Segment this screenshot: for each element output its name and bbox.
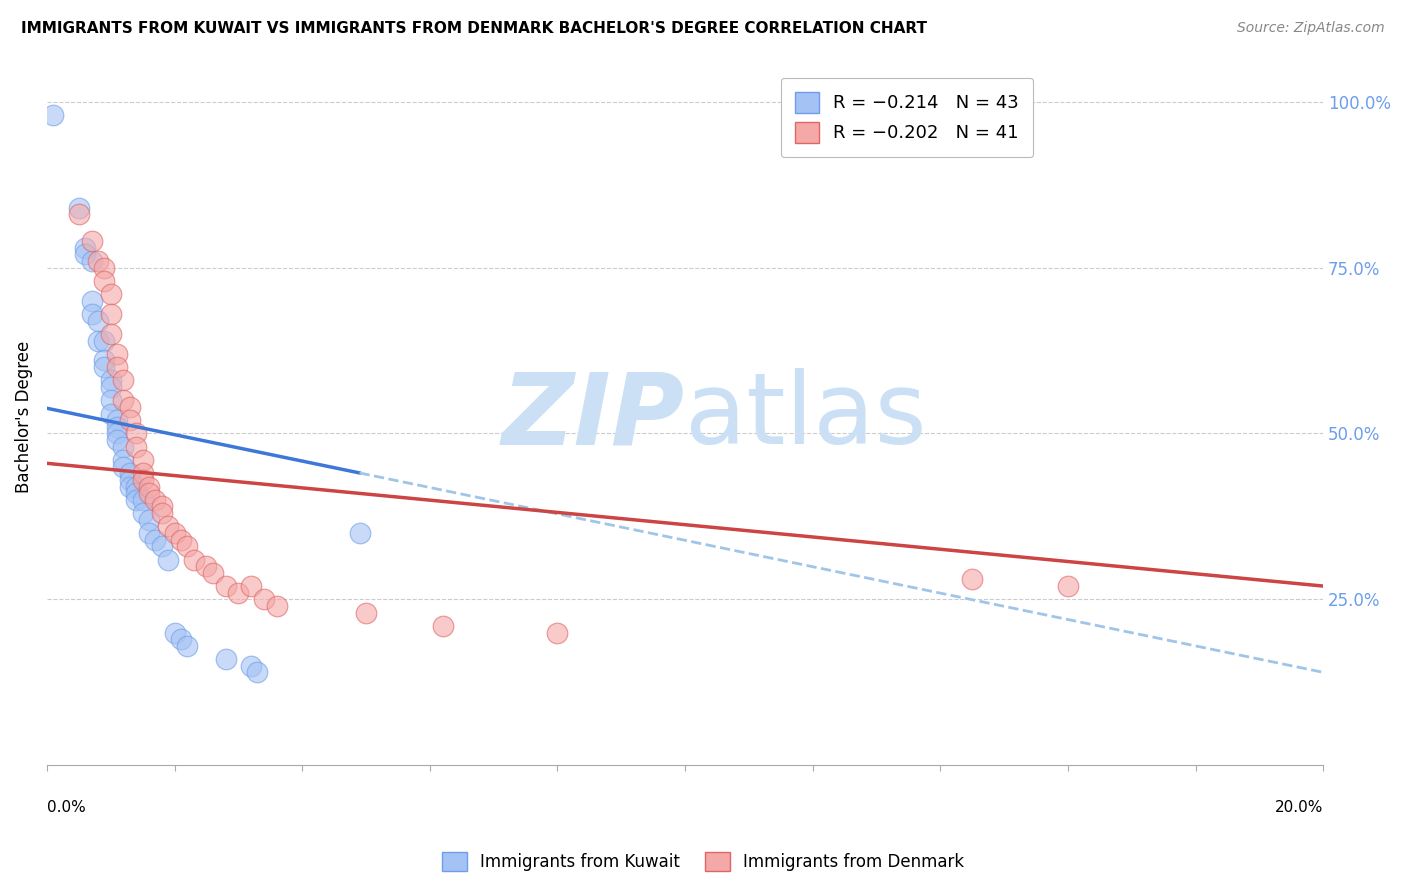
Point <box>138 526 160 541</box>
Point <box>131 492 153 507</box>
Point <box>131 453 153 467</box>
Point <box>170 533 193 547</box>
Point <box>75 247 97 261</box>
Point <box>546 625 568 640</box>
Point <box>87 313 110 327</box>
Point <box>125 426 148 441</box>
Point <box>246 665 269 680</box>
Point <box>80 293 103 308</box>
Point <box>176 639 198 653</box>
Point <box>118 413 141 427</box>
Point <box>163 526 186 541</box>
Point <box>145 533 167 547</box>
Point <box>100 326 122 341</box>
Text: ZIP: ZIP <box>502 368 685 466</box>
Point <box>960 573 983 587</box>
Point <box>100 287 122 301</box>
Point <box>131 467 153 481</box>
Point <box>240 658 263 673</box>
Text: 20.0%: 20.0% <box>1275 800 1323 815</box>
Point <box>214 652 236 666</box>
Point <box>105 433 128 447</box>
Legend: R = −0.214   N = 43, R = −0.202   N = 41: R = −0.214 N = 43, R = −0.202 N = 41 <box>780 78 1033 157</box>
Point <box>87 334 110 348</box>
Text: Source: ZipAtlas.com: Source: ZipAtlas.com <box>1237 21 1385 35</box>
Point <box>67 201 90 215</box>
Point <box>195 559 218 574</box>
Point <box>131 506 153 520</box>
Point <box>125 440 148 454</box>
Point <box>138 486 160 500</box>
Point <box>75 241 97 255</box>
Point <box>93 360 115 375</box>
Legend: Immigrants from Kuwait, Immigrants from Denmark: Immigrants from Kuwait, Immigrants from … <box>433 843 973 880</box>
Point <box>93 353 115 368</box>
Point <box>176 539 198 553</box>
Point <box>228 585 250 599</box>
Point <box>118 400 141 414</box>
Point <box>150 539 173 553</box>
Point <box>125 486 148 500</box>
Point <box>105 360 128 375</box>
Text: 0.0%: 0.0% <box>46 800 86 815</box>
Point <box>138 479 160 493</box>
Point <box>125 479 148 493</box>
Point <box>125 492 148 507</box>
Point <box>93 260 115 275</box>
Text: atlas: atlas <box>685 368 927 466</box>
Point <box>201 566 224 580</box>
Point <box>131 473 153 487</box>
Point <box>112 453 135 467</box>
Point <box>67 207 90 221</box>
Point <box>80 307 103 321</box>
Point <box>105 347 128 361</box>
Point <box>118 473 141 487</box>
Point <box>183 552 205 566</box>
Point <box>118 467 141 481</box>
Point <box>100 380 122 394</box>
Point <box>112 393 135 408</box>
Point <box>112 373 135 387</box>
Point <box>170 632 193 647</box>
Point <box>80 254 103 268</box>
Point <box>87 254 110 268</box>
Point <box>214 579 236 593</box>
Point <box>157 552 180 566</box>
Point <box>150 500 173 514</box>
Point <box>240 579 263 593</box>
Point <box>157 519 180 533</box>
Point <box>100 307 122 321</box>
Point <box>349 526 371 541</box>
Point <box>100 373 122 387</box>
Point <box>145 492 167 507</box>
Point <box>80 234 103 248</box>
Point <box>93 334 115 348</box>
Point <box>105 419 128 434</box>
Point <box>118 479 141 493</box>
Point <box>138 513 160 527</box>
Point <box>266 599 288 613</box>
Point <box>105 413 128 427</box>
Text: IMMIGRANTS FROM KUWAIT VS IMMIGRANTS FROM DENMARK BACHELOR'S DEGREE CORRELATION : IMMIGRANTS FROM KUWAIT VS IMMIGRANTS FRO… <box>21 21 927 36</box>
Point <box>150 506 173 520</box>
Point <box>112 440 135 454</box>
Point <box>100 407 122 421</box>
Point <box>432 619 454 633</box>
Point <box>163 625 186 640</box>
Point <box>93 274 115 288</box>
Point <box>105 426 128 441</box>
Point <box>42 108 65 122</box>
Point <box>112 459 135 474</box>
Point <box>100 393 122 408</box>
Point <box>354 606 377 620</box>
Point <box>1057 579 1080 593</box>
Y-axis label: Bachelor's Degree: Bachelor's Degree <box>15 341 32 493</box>
Point <box>253 592 276 607</box>
